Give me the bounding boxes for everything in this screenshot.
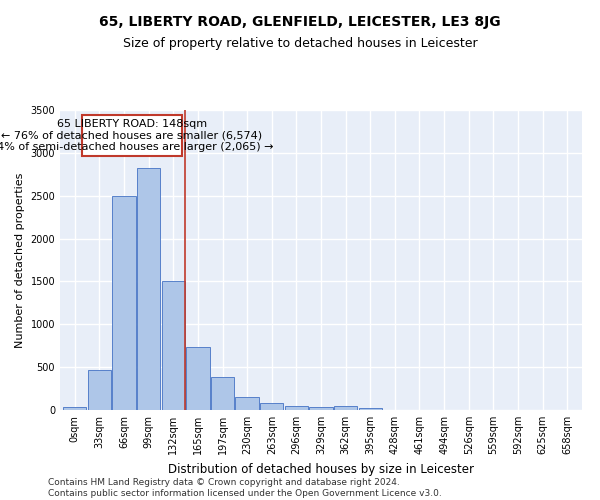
Bar — [284, 406, 308, 410]
Bar — [82, 115, 182, 156]
Text: Size of property relative to detached houses in Leicester: Size of property relative to detached ho… — [122, 38, 478, 51]
Text: Contains HM Land Registry data © Crown copyright and database right 2024.
Contai: Contains HM Land Registry data © Crown c… — [48, 478, 442, 498]
Bar — [211, 376, 234, 410]
Bar — [63, 408, 86, 410]
Bar — [112, 196, 136, 410]
Bar — [235, 396, 259, 410]
Text: 65, LIBERTY ROAD, GLENFIELD, LEICESTER, LE3 8JG: 65, LIBERTY ROAD, GLENFIELD, LEICESTER, … — [99, 15, 501, 29]
Y-axis label: Number of detached properties: Number of detached properties — [15, 172, 25, 348]
Bar — [186, 346, 209, 410]
Text: 24% of semi-detached houses are larger (2,065) →: 24% of semi-detached houses are larger (… — [0, 142, 274, 152]
Bar — [260, 403, 283, 410]
Bar — [334, 406, 358, 410]
Bar — [88, 370, 111, 410]
Text: ← 76% of detached houses are smaller (6,574): ← 76% of detached houses are smaller (6,… — [1, 130, 262, 140]
Bar — [359, 408, 382, 410]
Bar — [161, 282, 185, 410]
Bar — [137, 168, 160, 410]
X-axis label: Distribution of detached houses by size in Leicester: Distribution of detached houses by size … — [168, 462, 474, 475]
Text: 65 LIBERTY ROAD: 148sqm: 65 LIBERTY ROAD: 148sqm — [57, 120, 207, 130]
Bar — [310, 406, 332, 410]
